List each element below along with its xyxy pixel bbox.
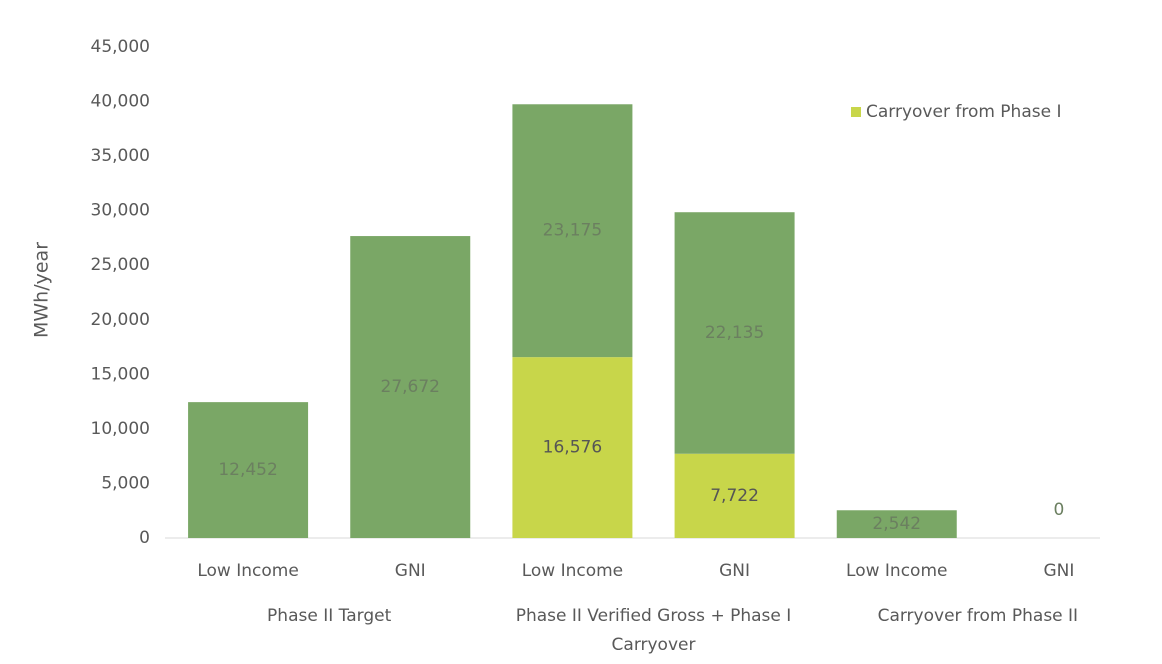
bar-segment [188, 402, 309, 538]
y-tick-label: 5,000 [101, 473, 150, 493]
y-axis-label: MWh/year [31, 242, 53, 338]
x-tick-label: GNI [1043, 561, 1074, 581]
y-tick-label: 0 [139, 528, 150, 548]
group-label: Phase II Verified Gross + Phase I Carryo… [515, 606, 792, 655]
data-label: 7,722 [710, 486, 759, 506]
y-tick-label: 45,000 [91, 37, 150, 57]
group-label: Phase II Target [267, 606, 392, 626]
x-tick-label: GNI [395, 561, 426, 581]
bar-segment [350, 236, 471, 538]
bar-segment [512, 357, 633, 538]
legend-swatch [851, 107, 861, 117]
legend-label: Carryover from Phase I [866, 102, 1061, 122]
data-label: 23,175 [543, 221, 602, 241]
bar-segment [674, 453, 795, 538]
y-tick-label: 10,000 [91, 419, 150, 439]
data-label: 2,542 [872, 514, 921, 534]
y-tick-label: 25,000 [91, 255, 150, 275]
x-tick-label: Low Income [522, 561, 623, 581]
bar-segment [836, 510, 957, 538]
data-label: 12,452 [218, 460, 277, 480]
y-tick-label: 20,000 [91, 310, 150, 330]
y-tick-label: 35,000 [91, 146, 150, 166]
data-label: 16,576 [543, 438, 602, 458]
data-label: 22,135 [705, 323, 764, 343]
x-tick-label: Low Income [197, 561, 298, 581]
y-tick-label: 15,000 [91, 364, 150, 384]
bar-segment [674, 212, 795, 454]
data-label: 27,672 [381, 377, 440, 397]
x-tick-label: Low Income [846, 561, 947, 581]
bar-segment [512, 104, 633, 358]
x-tick-label: GNI [719, 561, 750, 581]
y-tick-label: 30,000 [91, 201, 150, 221]
data-label: 0 [1054, 500, 1065, 520]
y-tick-label: 40,000 [91, 92, 150, 112]
group-label: Carryover from Phase II [877, 606, 1079, 626]
